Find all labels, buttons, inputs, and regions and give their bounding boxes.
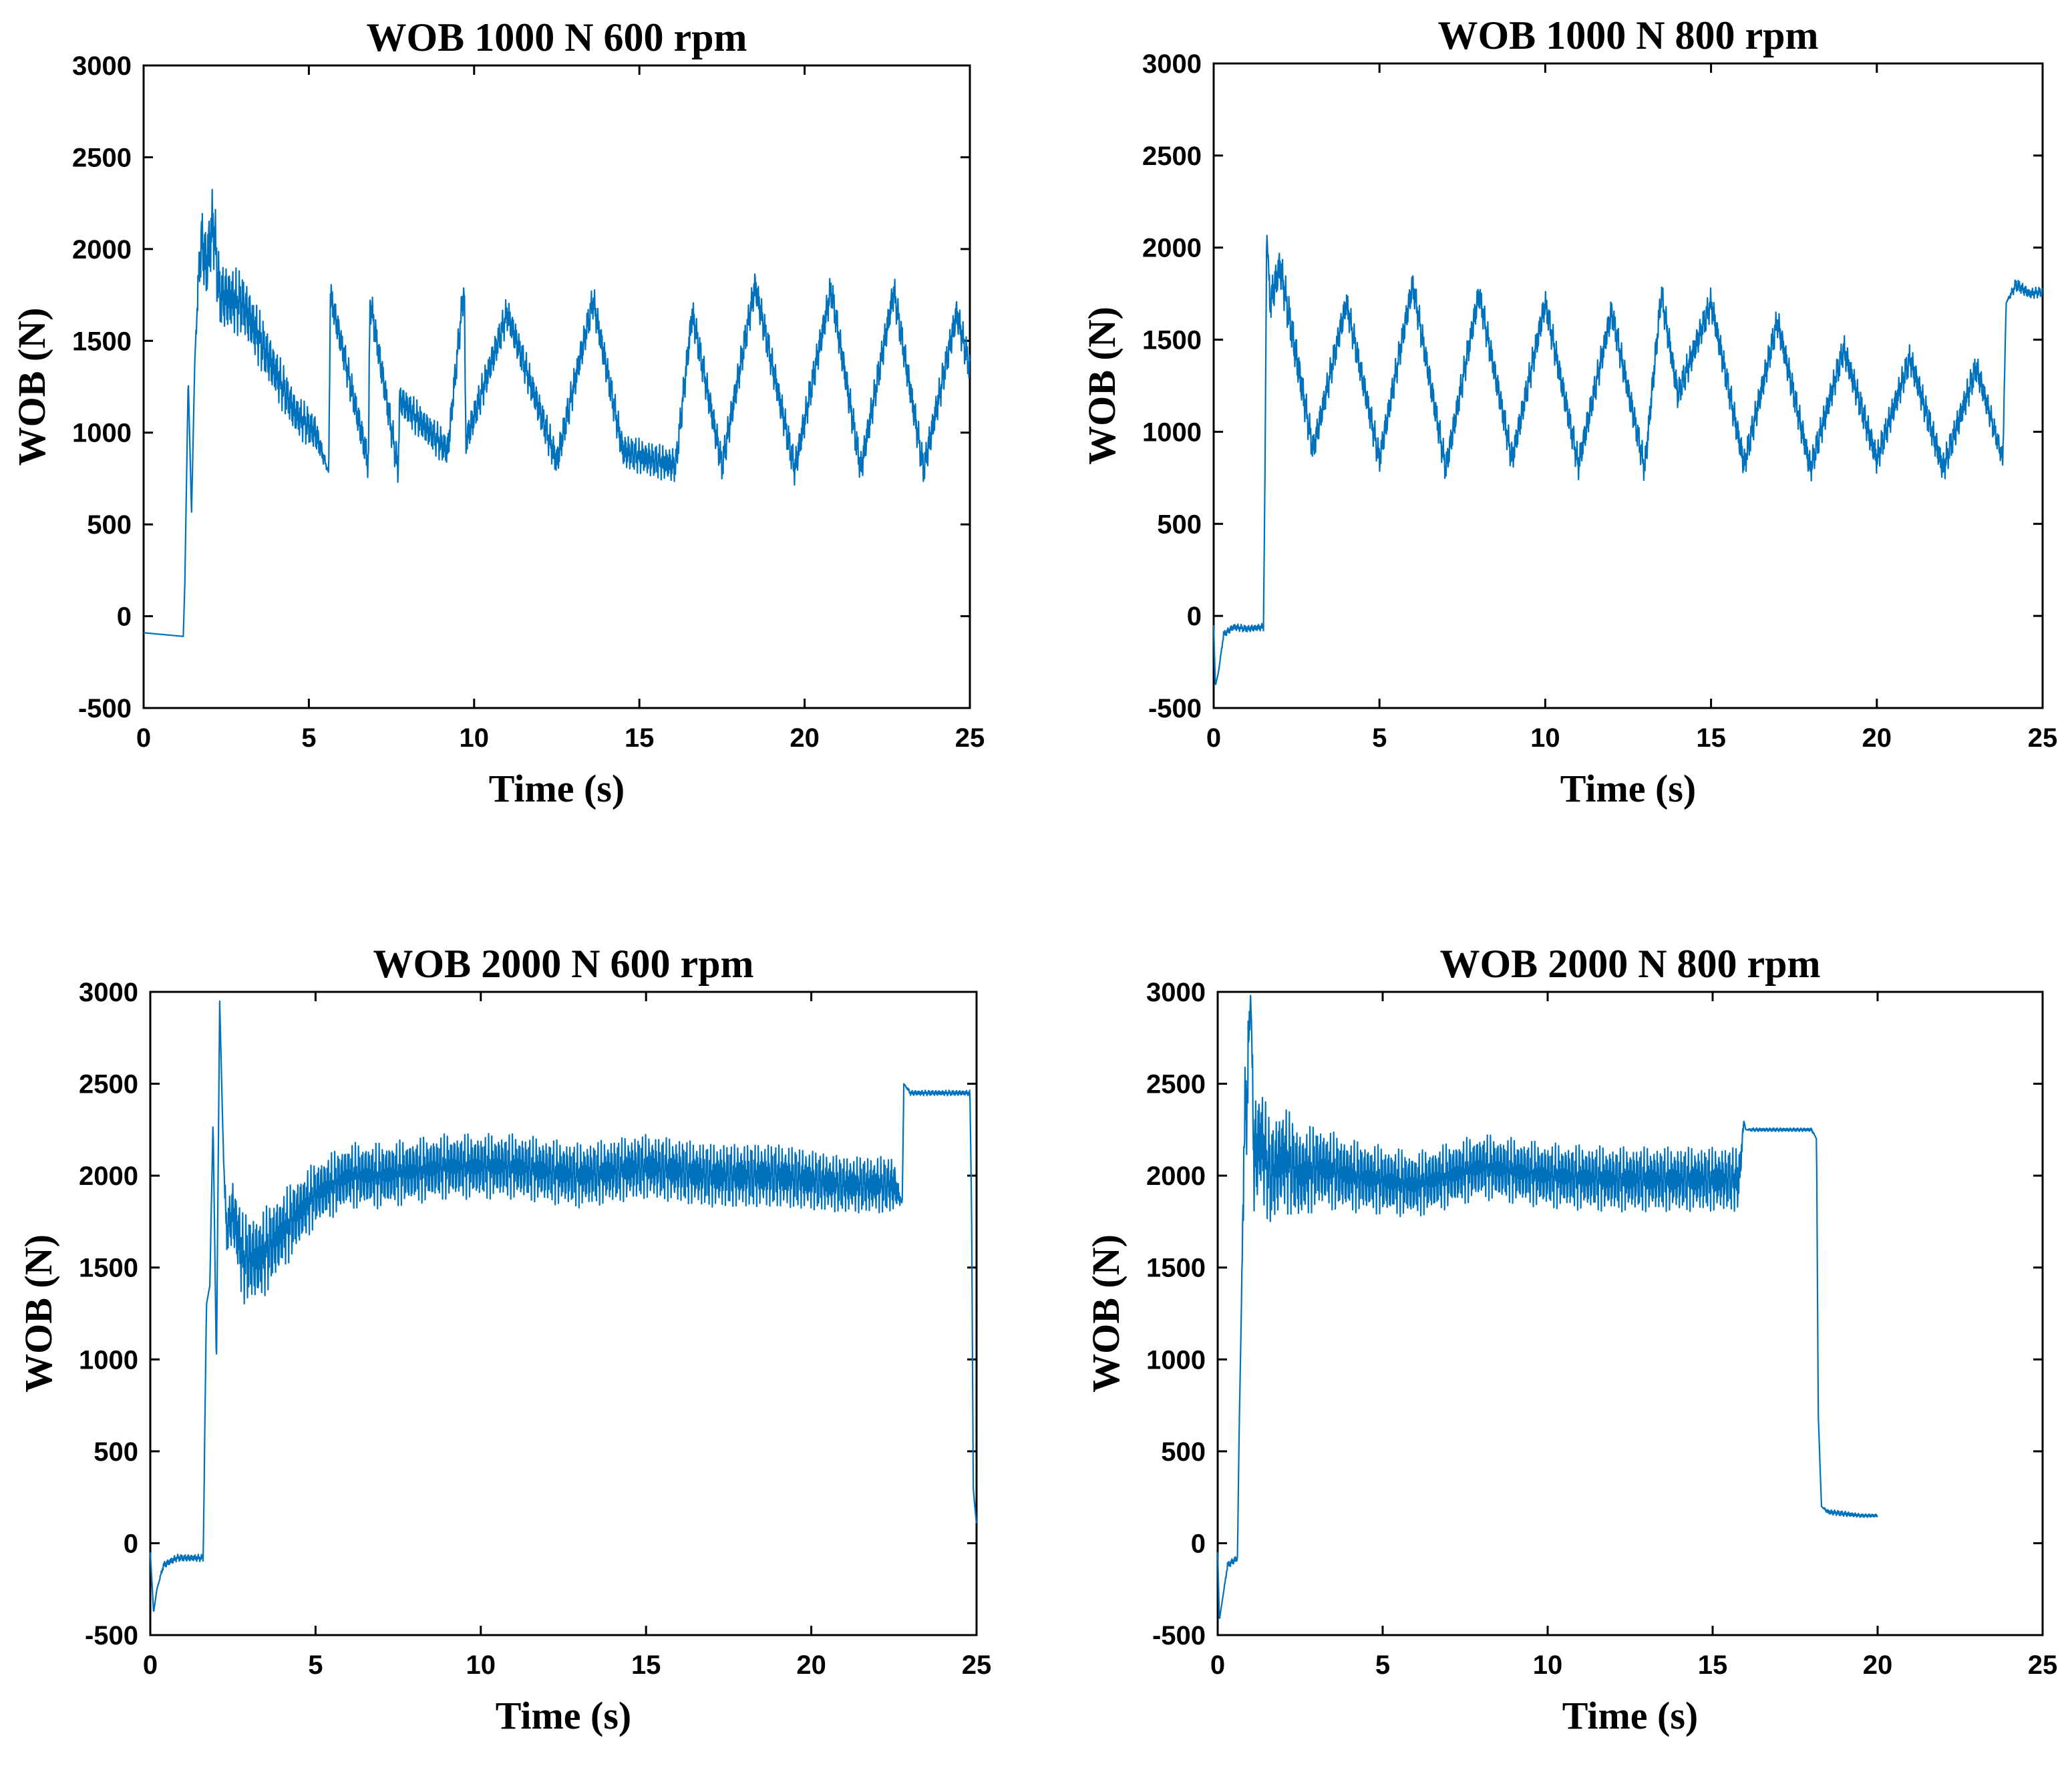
x-tick-label: 25	[955, 723, 985, 753]
y-tick-label: 1500	[72, 327, 132, 356]
chart-title: WOB 1000 N 600 rpm	[367, 15, 747, 59]
y-axis-label: WOB (N)	[1084, 1234, 1128, 1393]
y-tick-label: 2000	[1146, 1162, 1206, 1191]
x-tick-label: 15	[1698, 1650, 1728, 1680]
y-tick-label: 2500	[79, 1070, 138, 1099]
x-axis-label: Time (s)	[496, 1694, 632, 1737]
x-tick-label: 25	[2028, 1650, 2058, 1680]
y-tick-label: -500	[85, 1621, 138, 1650]
y-tick-label: 3000	[72, 51, 132, 81]
y-tick-label: 3000	[1146, 978, 1206, 1007]
x-tick-label: 20	[1863, 1650, 1893, 1680]
y-tick-label: 2000	[79, 1162, 138, 1191]
plot-frame	[1216, 991, 2044, 1636]
y-tick-label: 500	[1161, 1437, 1206, 1467]
x-tick-label: 20	[796, 1650, 826, 1680]
y-tick-label: 1500	[1142, 326, 1202, 355]
y-tick-label: 500	[1157, 510, 1202, 539]
x-tick-label: 15	[625, 723, 655, 753]
y-tick-label: -500	[1152, 1621, 1206, 1650]
y-tick-label: 1500	[79, 1254, 138, 1283]
y-axis-label: WOB (N)	[1080, 307, 1124, 465]
x-tick-label: 0	[143, 1650, 158, 1680]
y-axis-label: WOB (N)	[10, 308, 53, 466]
y-tick-label: 2500	[72, 143, 132, 172]
y-tick-label: 1000	[79, 1345, 138, 1375]
x-tick-label: 25	[962, 1650, 992, 1680]
x-axis-label: Time (s)	[1560, 767, 1697, 810]
x-tick-label: 20	[1862, 723, 1892, 753]
x-tick-label: 10	[460, 723, 490, 753]
y-tick-label: 500	[87, 510, 132, 540]
x-tick-label: 15	[631, 1650, 661, 1680]
x-tick-label: 10	[1533, 1650, 1563, 1680]
y-tick-label: 2000	[72, 235, 132, 264]
y-tick-label: 2500	[1142, 142, 1202, 171]
x-axis-label: Time (s)	[1562, 1694, 1699, 1737]
x-tick-label: 5	[308, 1650, 323, 1680]
x-tick-label: 5	[1375, 1650, 1390, 1680]
y-tick-label: 500	[94, 1437, 138, 1467]
plot-frame	[149, 991, 978, 1636]
x-axis-label: Time (s)	[489, 767, 625, 810]
x-tick-label: 10	[466, 1650, 496, 1680]
x-tick-label: 20	[790, 723, 820, 753]
chart-title: WOB 2000 N 600 rpm	[373, 942, 754, 986]
chart-title: WOB 2000 N 800 rpm	[1440, 942, 1821, 986]
y-tick-label: 2000	[1142, 234, 1202, 263]
plot-frame	[1212, 62, 2044, 709]
y-tick-label: 0	[1187, 602, 1202, 631]
y-tick-label: 1500	[1146, 1254, 1206, 1283]
x-tick-label: 0	[136, 723, 151, 753]
wob-series-line	[143, 188, 971, 637]
y-tick-label: 2500	[1146, 1070, 1206, 1099]
x-tick-label: 15	[1696, 723, 1726, 753]
y-tick-label: 3000	[79, 978, 138, 1007]
y-tick-label: 1000	[72, 419, 132, 448]
wob-series-line	[1216, 995, 1878, 1619]
x-tick-label: 5	[301, 723, 316, 753]
y-tick-label: 1000	[1146, 1345, 1206, 1375]
y-tick-label: 0	[117, 602, 132, 632]
y-tick-label: 3000	[1142, 49, 1202, 79]
chart-title: WOB 1000 N 800 rpm	[1438, 13, 1819, 57]
x-tick-label: 0	[1206, 723, 1221, 753]
x-tick-label: 10	[1530, 723, 1560, 753]
x-tick-label: 0	[1210, 1650, 1225, 1680]
y-tick-label: 0	[1191, 1529, 1206, 1558]
plot-frame	[142, 64, 971, 709]
x-tick-label: 5	[1372, 723, 1387, 753]
x-tick-label: 25	[2028, 723, 2058, 753]
y-axis-label: WOB (N)	[17, 1234, 60, 1393]
wob-series-line	[149, 1000, 977, 1612]
y-tick-label: 1000	[1142, 417, 1202, 447]
y-tick-label: -500	[78, 694, 132, 723]
y-tick-label: -500	[1148, 694, 1202, 723]
wob-series-line	[1212, 234, 2043, 685]
y-tick-label: 0	[124, 1529, 138, 1558]
